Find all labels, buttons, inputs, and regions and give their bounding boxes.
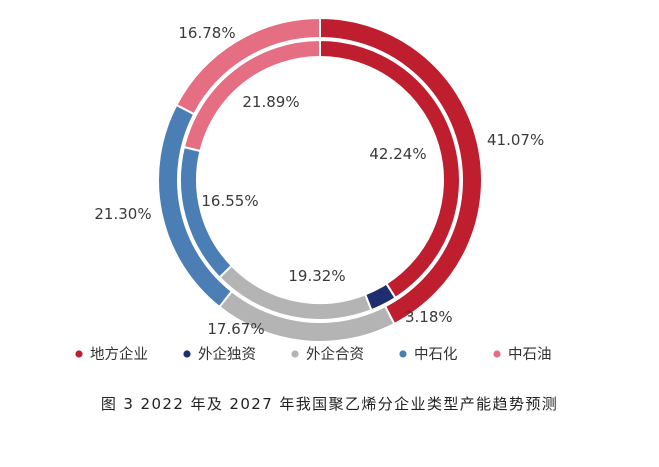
outer-label-local: 41.07% [487,131,544,149]
inner-label-wfoe: 3.18% [405,308,453,326]
legend-label-wfoe: 外企独资 [198,345,256,363]
legend-item-sinopec: 中石化 [399,346,458,363]
legend-label-cnpc: 中石油 [508,346,552,363]
legend-item-jv: 外企合资 [291,345,364,363]
legend-label-sinopec: 中石化 [414,346,458,363]
value-labels: 41.07% 17.67% 21.30% 16.78% 42.24% 3.18%… [94,24,544,338]
legend: 地方企业 外企独资 外企合资 中石化 中石油 [75,345,552,363]
inner-label-jv: 19.32% [288,267,345,285]
legend-swatch-local [75,350,83,358]
legend-swatch-jv [291,350,299,358]
inner-label-sinopec: 16.55% [201,192,258,210]
legend-swatch-wfoe [183,350,191,358]
outer-slice-cnpc [175,16,321,116]
outer-ring [157,16,483,343]
outer-label-sinopec: 21.30% [94,205,151,223]
outer-label-cnpc: 16.78% [178,24,235,42]
inner-slice-cnpc [182,38,321,153]
legend-item-wfoe: 外企独资 [183,345,256,363]
outer-label-jv: 17.67% [207,320,264,338]
inner-label-local: 42.24% [369,145,426,163]
legend-label-jv: 外企合资 [306,345,364,363]
legend-swatch-cnpc [493,350,501,358]
legend-item-local: 地方企业 [75,345,148,363]
legend-label-local: 地方企业 [90,345,148,363]
legend-swatch-sinopec [399,350,407,358]
legend-item-cnpc: 中石油 [493,346,552,363]
figure-caption: 图 3 2022 年及 2027 年我国聚乙烯分企业类型产能趋势预测 [100,395,559,413]
inner-label-cnpc: 21.89% [242,93,299,111]
inner-ring [179,38,461,321]
